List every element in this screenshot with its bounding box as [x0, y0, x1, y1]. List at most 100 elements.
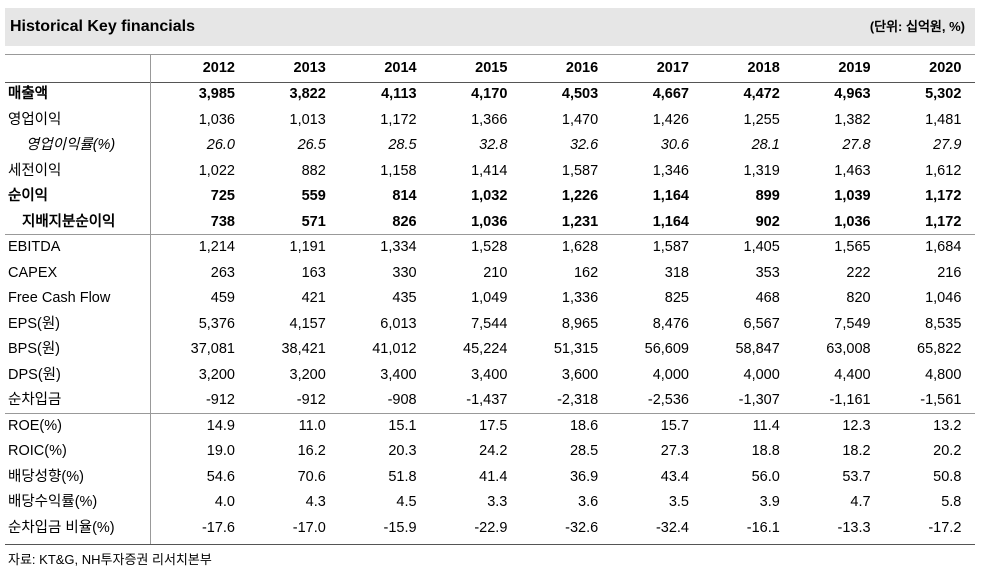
cell: 1,565 [834, 239, 871, 255]
cell: 738 [210, 213, 235, 230]
column-rule [150, 54, 151, 544]
cell: 8,535 [925, 315, 962, 332]
cell: 4.0 [214, 494, 235, 510]
cell: 1,158 [380, 162, 417, 179]
cell: 1,036 [834, 213, 871, 230]
cell: 12.3 [842, 417, 871, 434]
cell: 820 [846, 290, 871, 306]
cell: 28.5 [569, 443, 599, 459]
cell: 11.0 [298, 417, 326, 434]
cell: 163 [301, 264, 326, 281]
cell: 826 [392, 213, 417, 230]
cell: 4,472 [743, 86, 780, 102]
cell: 3.5 [668, 494, 689, 510]
cell: 26.0 [206, 137, 235, 153]
cell: 1,612 [925, 162, 962, 179]
rule [5, 234, 975, 235]
cell: 58,847 [735, 341, 780, 357]
cell: 1,172 [925, 213, 962, 230]
cell: -15.9 [383, 519, 417, 536]
cell: -1,307 [738, 392, 780, 408]
cell: 421 [301, 290, 326, 306]
cell: 725 [210, 188, 235, 204]
row-label: CAPEX [8, 264, 58, 281]
cell: 318 [664, 264, 689, 281]
cell: 3,200 [198, 366, 235, 383]
row-label: 순차입금 비율(%) [8, 519, 115, 536]
cell: 902 [755, 213, 780, 230]
cell: 814 [392, 188, 417, 204]
cell: 1,164 [652, 188, 689, 204]
cell: 3,600 [561, 366, 599, 383]
cell: 1,382 [834, 111, 871, 128]
cell: 32.8 [479, 137, 508, 153]
cell: 38,421 [281, 341, 326, 357]
cell: 1,366 [471, 111, 508, 128]
cell: 1,628 [561, 239, 599, 255]
cell: 37,081 [190, 341, 235, 357]
cell: 51.8 [388, 468, 417, 485]
cell: 1,470 [561, 111, 599, 128]
cell: -32.4 [655, 519, 689, 536]
cell: 1,046 [925, 290, 962, 306]
cell: 1,036 [198, 111, 235, 128]
cell: 5,376 [198, 315, 235, 332]
cell: 210 [483, 264, 508, 281]
cell: 8,476 [652, 315, 689, 332]
cell: 19.0 [206, 443, 235, 459]
row-label: BPS(원) [8, 341, 61, 357]
cell: 36.9 [569, 468, 599, 485]
cell: 1,319 [743, 162, 780, 179]
cell: -2,318 [557, 392, 599, 408]
cell: 899 [755, 188, 780, 204]
column-header: 2019 [838, 60, 871, 76]
row-label: EPS(원) [8, 315, 61, 332]
column-header: 2014 [384, 60, 417, 76]
cell: 1,164 [652, 213, 689, 230]
row-label: 배당성향(%) [8, 468, 84, 485]
cell: 4,503 [561, 86, 599, 102]
cell: 16.2 [297, 443, 326, 459]
cell: -17.0 [292, 519, 326, 536]
cell: -912 [205, 392, 235, 408]
rule [5, 413, 975, 414]
cell: 5,302 [925, 86, 962, 102]
cell: 559 [301, 188, 326, 204]
row-label: 매출액 [8, 86, 49, 102]
cell: 4,170 [471, 86, 508, 102]
cell: -32.6 [565, 519, 599, 536]
column-header: 2020 [929, 60, 962, 76]
cell: 4,000 [743, 366, 780, 383]
row-label: DPS(원) [8, 366, 61, 383]
cell: -17.2 [928, 519, 962, 536]
row-label: Free Cash Flow [8, 290, 111, 306]
cell: 28.5 [388, 137, 417, 153]
cell: 263 [210, 264, 235, 281]
column-header: 2017 [656, 60, 689, 76]
cell: 3.3 [487, 494, 508, 510]
cell: -908 [387, 392, 417, 408]
cell: 468 [755, 290, 780, 306]
cell: 15.7 [660, 417, 689, 434]
row-label: 순이익 [8, 188, 49, 204]
cell: 7,544 [471, 315, 508, 332]
cell: 18.8 [751, 443, 780, 459]
source: 자료: KT&G, NH투자증권 리서치본부 [8, 552, 212, 567]
cell: 4,963 [834, 86, 871, 102]
cell: -17.6 [201, 519, 235, 536]
cell: 1,214 [198, 239, 235, 255]
cell: 882 [301, 162, 326, 179]
cell: 1,013 [289, 111, 326, 128]
cell: 330 [392, 264, 417, 281]
cell: 1,226 [561, 188, 599, 204]
cell: 4,157 [289, 315, 326, 332]
cell: 4.3 [305, 494, 326, 510]
cell: 353 [755, 264, 780, 281]
cell: 18.6 [569, 417, 599, 434]
cell: 18.2 [842, 443, 871, 459]
cell: 4,667 [652, 86, 689, 102]
cell: 30.6 [660, 137, 689, 153]
cell: 4,113 [381, 86, 417, 102]
cell: 50.8 [933, 468, 962, 485]
